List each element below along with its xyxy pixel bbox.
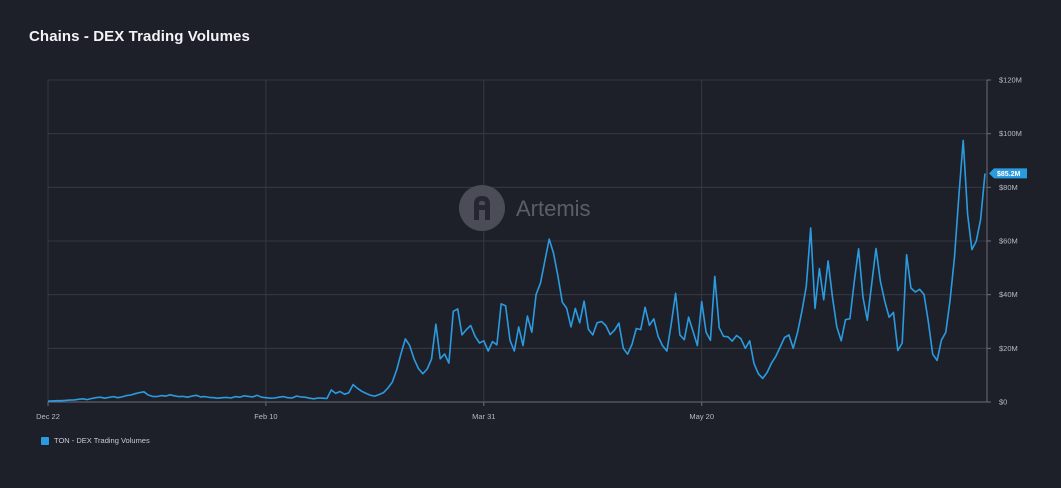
x-axis-ticks: Dec 22 Feb 10 Mar 31 May 20 xyxy=(36,402,714,421)
gridlines xyxy=(47,79,988,403)
legend-label: TON - DEX Trading Volumes xyxy=(54,436,150,445)
chart-title: Chains - DEX Trading Volumes xyxy=(29,28,250,45)
y-tick-label: $40M xyxy=(999,290,1018,299)
x-tick-label: Feb 10 xyxy=(254,412,277,421)
y-axis-ticks: $0 $20M $40M $60M $80M $100M $120M xyxy=(987,76,1022,407)
legend-swatch xyxy=(41,436,49,445)
y-tick-label: $120M xyxy=(999,76,1022,85)
y-tick-label: $60M xyxy=(999,237,1018,246)
y-tick-label: $20M xyxy=(999,344,1018,353)
last-value-badge: $85.2M xyxy=(989,168,1027,179)
watermark-text: Artemis xyxy=(516,196,591,221)
x-tick-label: Dec 22 xyxy=(36,412,60,421)
artemis-logo-glyph xyxy=(474,196,490,220)
series-line-ton-dex-volumes[interactable] xyxy=(47,139,986,402)
y-tick-label: $0 xyxy=(999,398,1007,407)
last-value-badge-shape xyxy=(989,168,1027,179)
y-tick-label: $100M xyxy=(999,129,1022,138)
artemis-watermark: Artemis xyxy=(459,185,591,231)
chart-legend[interactable]: TON - DEX Trading Volumes xyxy=(41,436,150,445)
last-value-label: $85.2M xyxy=(997,171,1021,178)
x-tick-label: May 20 xyxy=(689,412,714,421)
y-tick-label: $80M xyxy=(999,183,1018,192)
x-tick-label: Mar 31 xyxy=(472,412,495,421)
